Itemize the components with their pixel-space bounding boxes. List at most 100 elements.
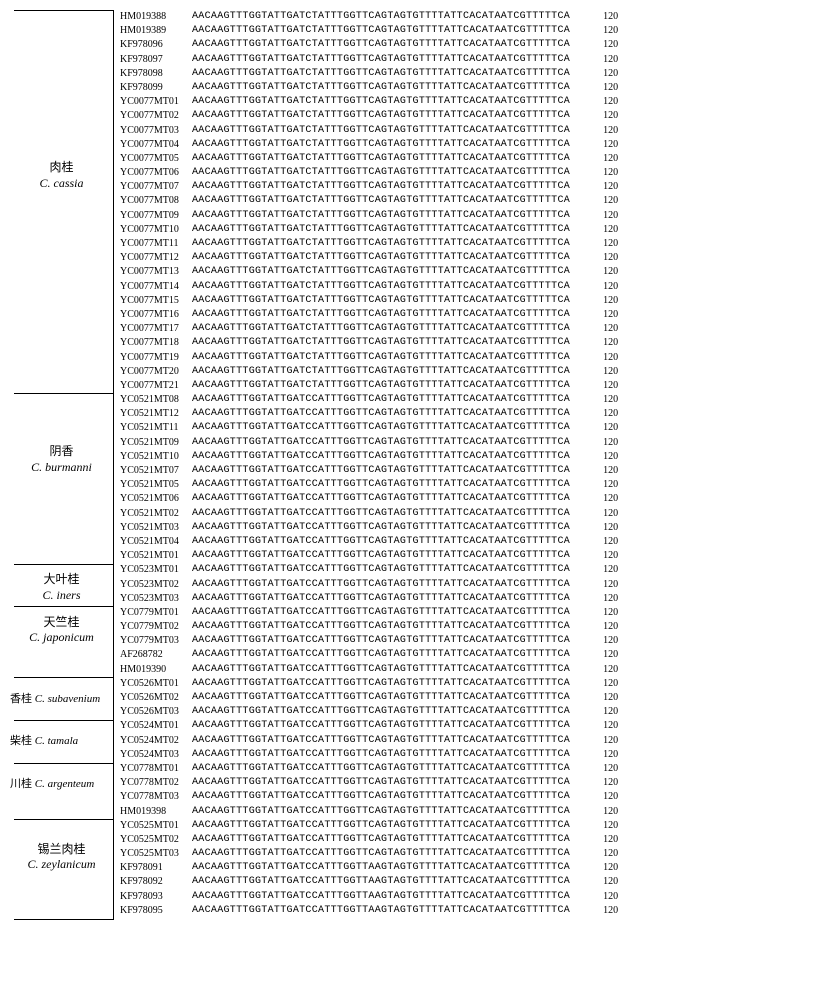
sequence-row: YC0077MT03AACAAGTTTGGTATTGATCTATTTGGTTCA… (120, 124, 618, 138)
position: 120 (570, 180, 618, 194)
sequence: AACAAGTTTGGTATTGATCCATTTGGTTCAGTAGTGTTTT… (192, 776, 570, 790)
sample-id: YC0077MT06 (120, 166, 192, 180)
position: 120 (570, 521, 618, 535)
sample-id: YC0077MT08 (120, 194, 192, 208)
sequence-row: YC0521MT12AACAAGTTTGGTATTGATCCATTTGGTTCA… (120, 407, 618, 421)
sample-id: YC0521MT06 (120, 492, 192, 506)
bracket-hline (14, 677, 114, 678)
sequence-row: YC0778MT03AACAAGTTTGGTATTGATCCATTTGGTTCA… (120, 790, 618, 804)
position: 120 (570, 606, 618, 620)
sequence: AACAAGTTTGGTATTGATCCATTTGGTTCAGTAGTGTTTT… (192, 691, 570, 705)
sample-id: YC0526MT03 (120, 705, 192, 719)
sequence-row: YC0077MT08AACAAGTTTGGTATTGATCTATTTGGTTCA… (120, 194, 618, 208)
sequence-row: YC0521MT03AACAAGTTTGGTATTGATCCATTTGGTTCA… (120, 521, 618, 535)
sequence-row: HM019390AACAAGTTTGGTATTGATCCATTTGGTTCAGT… (120, 663, 618, 677)
position: 120 (570, 10, 618, 24)
sequence: AACAAGTTTGGTATTGATCCATTTGGTTAAGTAGTGTTTT… (192, 890, 570, 904)
sequence: AACAAGTTTGGTATTGATCTATTTGGTTCAGTAGTGTTTT… (192, 24, 570, 38)
sequence-row: KF978092AACAAGTTTGGTATTGATCCATTTGGTTAAGT… (120, 875, 618, 889)
sequence: AACAAGTTTGGTATTGATCCATTTGGTTAAGTAGTGTTTT… (192, 904, 570, 918)
position: 120 (570, 819, 618, 833)
position: 120 (570, 365, 618, 379)
sequence: AACAAGTTTGGTATTGATCCATTTGGTTCAGTAGTGTTTT… (192, 436, 570, 450)
position: 120 (570, 890, 618, 904)
sample-id: HM019390 (120, 663, 192, 677)
sequence-row: YC0526MT01AACAAGTTTGGTATTGATCCATTTGGTTCA… (120, 677, 618, 691)
sequence-row: YC0077MT10AACAAGTTTGGTATTGATCTATTTGGTTCA… (120, 223, 618, 237)
sequence: AACAAGTTTGGTATTGATCCATTTGGTTCAGTAGTGTTTT… (192, 450, 570, 464)
sequence-row: YC0778MT01AACAAGTTTGGTATTGATCCATTTGGTTCA… (120, 762, 618, 776)
sample-id: AF268782 (120, 648, 192, 662)
sequence-row: YC0779MT03AACAAGTTTGGTATTGATCCATTTGGTTCA… (120, 634, 618, 648)
position: 120 (570, 294, 618, 308)
sequence-row: YC0077MT13AACAAGTTTGGTATTGATCTATTTGGTTCA… (120, 265, 618, 279)
sequence: AACAAGTTTGGTATTGATCCATTTGGTTCAGTAGTGTTTT… (192, 507, 570, 521)
sample-id: YC0077MT03 (120, 124, 192, 138)
sequence: AACAAGTTTGGTATTGATCCATTTGGTTCAGTAGTGTTTT… (192, 563, 570, 577)
sequence: AACAAGTTTGGTATTGATCCATTTGGTTCAGTAGTGTTTT… (192, 421, 570, 435)
position: 120 (570, 634, 618, 648)
species-label: 香桂 C. subavenium (10, 692, 110, 706)
position: 120 (570, 549, 618, 563)
bracket-hline (14, 10, 114, 11)
sequence: AACAAGTTTGGTATTGATCCATTTGGTTCAGTAGTGTTTT… (192, 535, 570, 549)
position: 120 (570, 875, 618, 889)
sequence: AACAAGTTTGGTATTGATCTATTTGGTTCAGTAGTGTTTT… (192, 138, 570, 152)
position: 120 (570, 308, 618, 322)
sample-id: YC0077MT12 (120, 251, 192, 265)
sample-id: YC0077MT16 (120, 308, 192, 322)
sample-id: YC0778MT03 (120, 790, 192, 804)
species-label: 阴香C. burmanni (10, 444, 113, 475)
sequence: AACAAGTTTGGTATTGATCTATTTGGTTCAGTAGTGTTTT… (192, 351, 570, 365)
sequence-row: YC0779MT02AACAAGTTTGGTATTGATCCATTTGGTTCA… (120, 620, 618, 634)
sequence-row: YC0521MT07AACAAGTTTGGTATTGATCCATTTGGTTCA… (120, 464, 618, 478)
sequence: AACAAGTTTGGTATTGATCCATTTGGTTCAGTAGTGTTTT… (192, 549, 570, 563)
sequence: AACAAGTTTGGTATTGATCTATTTGGTTCAGTAGTGTTTT… (192, 251, 570, 265)
sequence: AACAAGTTTGGTATTGATCTATTTGGTTCAGTAGTGTTTT… (192, 67, 570, 81)
sample-id: YC0523MT02 (120, 578, 192, 592)
sample-id: YC0521MT01 (120, 549, 192, 563)
position: 120 (570, 251, 618, 265)
sample-id: KF978095 (120, 904, 192, 918)
species-label: 川桂 C. argenteum (10, 777, 110, 791)
sample-id: KF978093 (120, 890, 192, 904)
sequence-row: YC0077MT21AACAAGTTTGGTATTGATCTATTTGGTTCA… (120, 379, 618, 393)
sequence-row: YC0077MT12AACAAGTTTGGTATTGATCTATTTGGTTCA… (120, 251, 618, 265)
sequence: AACAAGTTTGGTATTGATCTATTTGGTTCAGTAGTGTTTT… (192, 95, 570, 109)
sample-id: HM019388 (120, 10, 192, 24)
sequence-row: YC0525MT03AACAAGTTTGGTATTGATCCATTTGGTTCA… (120, 847, 618, 861)
sample-id: YC0521MT11 (120, 421, 192, 435)
sample-id: YC0077MT17 (120, 322, 192, 336)
sequence: AACAAGTTTGGTATTGATCTATTTGGTTCAGTAGTGTTTT… (192, 10, 570, 24)
sequence-row: YC0526MT02AACAAGTTTGGTATTGATCCATTTGGTTCA… (120, 691, 618, 705)
sample-id: YC0521MT09 (120, 436, 192, 450)
position: 120 (570, 109, 618, 123)
sequence-row: YC0077MT06AACAAGTTTGGTATTGATCTATTTGGTTCA… (120, 166, 618, 180)
sample-id: YC0521MT08 (120, 393, 192, 407)
position: 120 (570, 507, 618, 521)
sequence: AACAAGTTTGGTATTGATCCATTTGGTTCAGTAGTGTTTT… (192, 578, 570, 592)
sample-id: YC0524MT01 (120, 719, 192, 733)
sequence: AACAAGTTTGGTATTGATCCATTTGGTTCAGTAGTGTTTT… (192, 478, 570, 492)
sample-id: YC0521MT10 (120, 450, 192, 464)
sequence-row: YC0524MT02AACAAGTTTGGTATTGATCCATTTGGTTCA… (120, 734, 618, 748)
sample-id: YC0526MT01 (120, 677, 192, 691)
sequence-row: YC0077MT01AACAAGTTTGGTATTGATCTATTTGGTTCA… (120, 95, 618, 109)
sequence-row: AF268782AACAAGTTTGGTATTGATCCATTTGGTTCAGT… (120, 648, 618, 662)
position: 120 (570, 450, 618, 464)
bracket-vline (113, 606, 114, 677)
bracket-vline (113, 564, 114, 607)
sequence-row: YC0521MT06AACAAGTTTGGTATTGATCCATTTGGTTCA… (120, 492, 618, 506)
sequence-row: HM019388AACAAGTTTGGTATTGATCTATTTGGTTCAGT… (120, 10, 618, 24)
position: 120 (570, 592, 618, 606)
sequence-row: YC0524MT03AACAAGTTTGGTATTGATCCATTTGGTTCA… (120, 748, 618, 762)
position: 120 (570, 705, 618, 719)
position: 120 (570, 563, 618, 577)
sample-id: YC0077MT01 (120, 95, 192, 109)
sequence-row: KF978098AACAAGTTTGGTATTGATCTATTTGGTTCAGT… (120, 67, 618, 81)
sample-id: YC0778MT01 (120, 762, 192, 776)
position: 120 (570, 166, 618, 180)
sequence: AACAAGTTTGGTATTGATCTATTTGGTTCAGTAGTGTTTT… (192, 379, 570, 393)
sequence-row: KF978097AACAAGTTTGGTATTGATCTATTTGGTTCAGT… (120, 53, 618, 67)
position: 120 (570, 95, 618, 109)
